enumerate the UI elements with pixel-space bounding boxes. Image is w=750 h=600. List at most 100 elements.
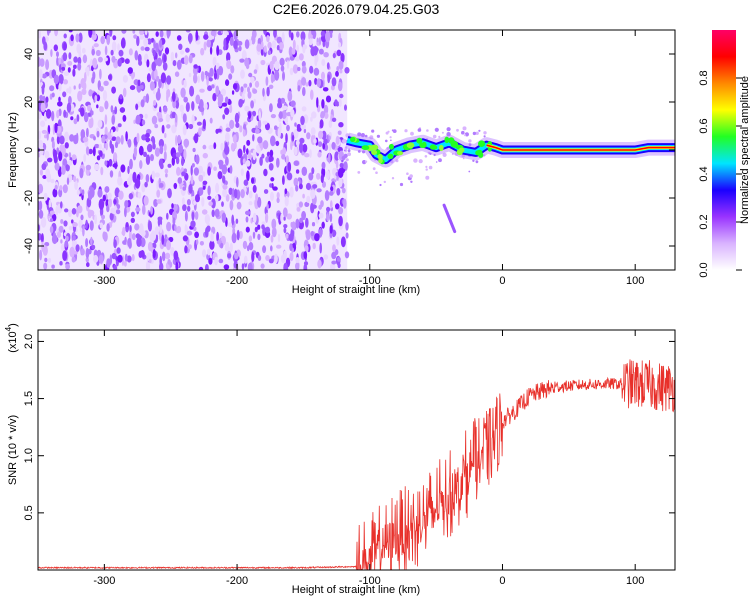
- noise-speckle: [194, 211, 199, 220]
- noise-speckle: [266, 86, 270, 97]
- scatter-dot: [468, 143, 472, 147]
- noise-speckle: [277, 102, 283, 109]
- noise-speckle: [140, 85, 144, 90]
- noise-speckle: [56, 135, 61, 145]
- noise-speckle: [198, 127, 202, 136]
- noise-speckle: [185, 47, 190, 53]
- noise-speckle: [94, 214, 97, 225]
- noise-speckle: [313, 138, 317, 144]
- noise-speckle: [231, 232, 237, 244]
- noise-speckle: [194, 231, 200, 239]
- scatter-dot: [385, 139, 388, 143]
- snr-y-tick-label: 0.5: [23, 505, 35, 520]
- noise-speckle: [171, 203, 174, 209]
- noise-speckle: [204, 103, 208, 110]
- noise-speckle: [255, 128, 260, 134]
- scatter-dot: [360, 133, 365, 138]
- noise-speckle: [69, 134, 75, 142]
- noise-speckle: [134, 178, 141, 189]
- noise-speckle: [60, 201, 63, 209]
- noise-speckle: [154, 172, 160, 178]
- track-blob: [476, 149, 483, 156]
- noise-speckle: [154, 124, 159, 129]
- noise-speckle: [149, 81, 155, 91]
- noise-speckle: [122, 114, 127, 122]
- noise-speckle: [181, 197, 185, 206]
- noise-speckle: [109, 139, 113, 149]
- noise-speckle: [64, 131, 69, 142]
- noise-speckle: [74, 180, 78, 191]
- noise-speckle: [140, 237, 146, 248]
- noise-speckle: [138, 145, 144, 156]
- scatter-dot: [462, 157, 465, 160]
- noise-speckle: [158, 78, 162, 89]
- noise-speckle: [174, 224, 177, 232]
- noise-speckle: [134, 223, 140, 231]
- noise-speckle: [127, 165, 130, 175]
- noise-speckle: [182, 113, 187, 123]
- noise-speckle: [252, 134, 255, 142]
- noise-speckle: [282, 207, 288, 218]
- scatter-dot: [395, 159, 399, 163]
- noise-speckle: [177, 177, 183, 184]
- noise-speckle: [144, 181, 148, 188]
- noise-speckle: [135, 103, 139, 111]
- noise-speckle: [112, 163, 118, 168]
- noise-speckle: [131, 254, 135, 262]
- noise-speckle: [320, 111, 326, 117]
- scatter-dot: [371, 129, 375, 133]
- noise-speckle: [175, 135, 178, 146]
- noise-speckle: [331, 117, 337, 123]
- snr-panel: -300 -200 -100 0 100 0.5 1.0 1.5 2.0 Height of …: [4, 323, 676, 596]
- noise-speckle: [77, 205, 83, 214]
- noise-speckle: [266, 203, 269, 211]
- noise-speckle: [336, 49, 342, 57]
- noise-speckle: [223, 38, 227, 49]
- noise-speckle: [325, 95, 332, 103]
- noise-speckle: [72, 222, 78, 228]
- noise-speckle: [302, 44, 306, 54]
- noise-speckle: [276, 36, 282, 44]
- noise-speckle: [53, 149, 58, 161]
- noise-speckle: [51, 92, 55, 98]
- noise-speckle: [195, 154, 200, 165]
- scatter-dot: [483, 135, 486, 138]
- noise-speckle: [295, 184, 299, 192]
- noise-speckle: [122, 226, 126, 237]
- noise-speckle: [170, 246, 175, 256]
- noise-speckle: [291, 221, 296, 231]
- noise-speckle: [215, 85, 220, 96]
- noise-speckle: [306, 132, 311, 140]
- noise-speckle: [77, 62, 82, 71]
- noise-speckle: [68, 86, 72, 94]
- noise-speckle: [138, 250, 143, 258]
- noise-speckle: [204, 214, 211, 225]
- noise-speckle: [104, 160, 108, 166]
- noise-speckle: [68, 30, 73, 33]
- noise-speckle: [197, 75, 200, 83]
- noise-speckle: [113, 239, 117, 249]
- noise-speckle: [231, 90, 235, 95]
- noise-speckle: [102, 231, 106, 240]
- noise-speckle: [80, 248, 85, 256]
- noise-speckle: [184, 210, 188, 222]
- noise-speckle: [134, 50, 139, 61]
- noise-speckle: [66, 177, 70, 185]
- noise-speckle: [115, 125, 119, 132]
- scatter-dot: [342, 139, 347, 144]
- noise-speckle: [96, 130, 100, 138]
- noise-speckle: [301, 106, 307, 112]
- noise-speckle: [73, 64, 77, 70]
- noise-speckle: [291, 47, 296, 55]
- noise-speckle: [159, 145, 164, 155]
- colorbar-tick-label: 0.4: [698, 166, 710, 181]
- noise-speckle: [202, 118, 206, 130]
- noise-speckle: [306, 195, 311, 203]
- noise-speckle: [213, 142, 217, 150]
- noise-speckle: [114, 205, 118, 216]
- noise-speckle: [61, 66, 66, 71]
- noise-speckle: [239, 125, 243, 133]
- noise-speckle: [205, 264, 209, 270]
- noise-speckle: [144, 46, 150, 52]
- scatter-dot: [372, 167, 376, 171]
